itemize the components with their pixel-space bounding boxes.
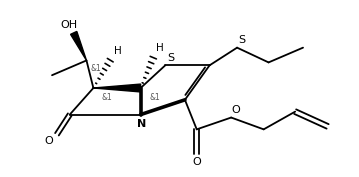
Text: H: H (114, 46, 122, 56)
Text: O: O (232, 105, 241, 115)
Text: &1: &1 (149, 93, 160, 102)
Text: S: S (238, 35, 246, 45)
Polygon shape (71, 32, 87, 61)
Text: O: O (45, 136, 53, 146)
Polygon shape (93, 84, 141, 92)
Text: &1: &1 (102, 93, 112, 102)
Text: N: N (137, 119, 146, 129)
Text: H: H (157, 43, 164, 53)
Text: &1: &1 (91, 64, 102, 73)
Text: O: O (192, 157, 201, 167)
Text: S: S (168, 53, 175, 64)
Text: OH: OH (60, 20, 77, 30)
